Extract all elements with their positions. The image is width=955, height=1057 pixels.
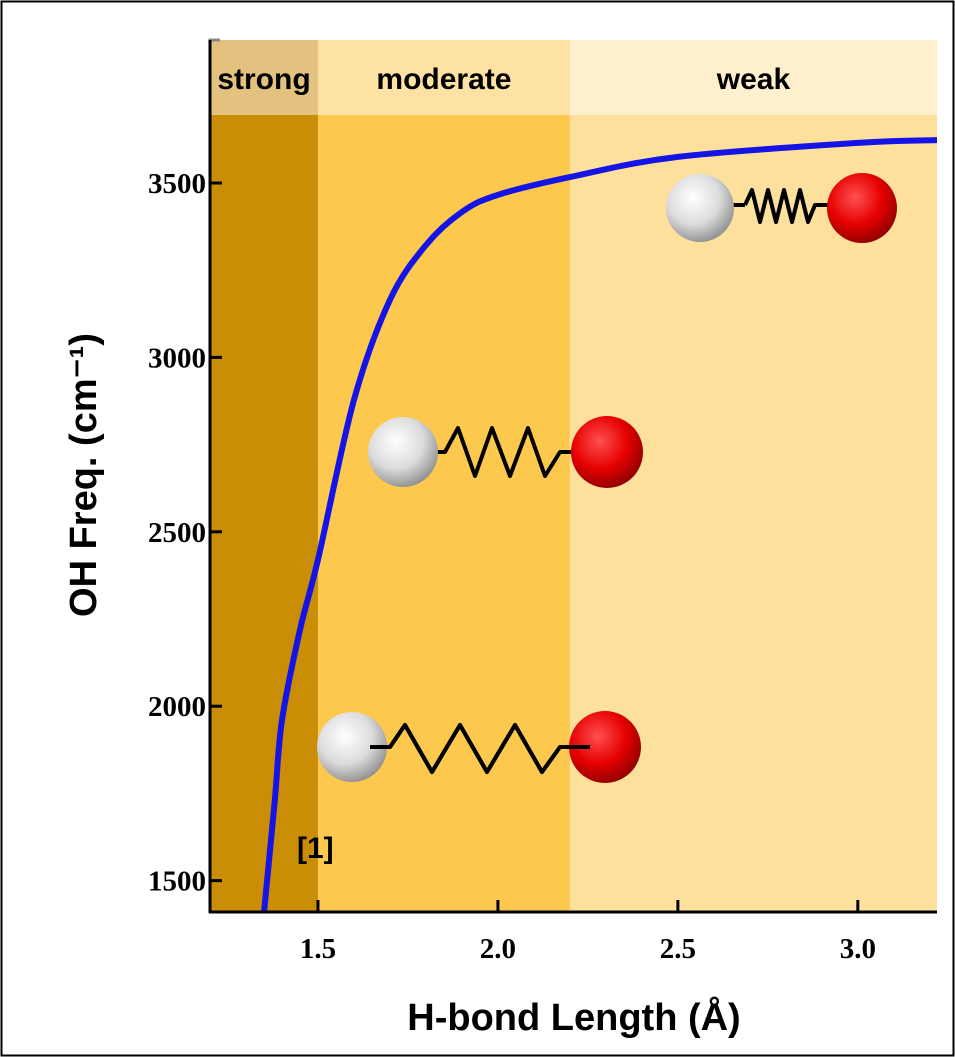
illustrations <box>317 173 897 783</box>
axes: 1500 2000 2500 3000 3500 1.5 2.0 2.5 3.0 <box>148 40 937 965</box>
curve-layer <box>261 137 937 912</box>
regions: strong moderate weak <box>208 38 937 912</box>
region-header <box>210 40 318 115</box>
annotation: [1] <box>297 832 334 865</box>
y-axis-label: OH Freq. (cm⁻¹) <box>63 333 105 617</box>
region-header <box>569 40 937 115</box>
region-label: weak <box>716 63 791 96</box>
x-tick-label: 2.0 <box>480 933 516 965</box>
y-tick-label: 1500 <box>148 866 206 898</box>
y-tick-label: 2000 <box>148 691 206 723</box>
region <box>210 115 318 912</box>
y-tick-label: 2500 <box>148 517 206 549</box>
x-tick-label: 3.0 <box>840 933 876 965</box>
region-label: strong <box>217 63 310 96</box>
curve <box>261 137 937 912</box>
y-tick-label: 3000 <box>148 342 206 374</box>
region-label: moderate <box>376 63 511 96</box>
region <box>569 115 937 912</box>
x-tick-label: 1.5 <box>300 933 336 965</box>
region <box>317 115 570 912</box>
region-header <box>317 40 570 115</box>
y-tick-label: 3500 <box>148 168 206 200</box>
x-tick-label: 2.5 <box>660 933 696 965</box>
x-axis-label: H-bond Length (Å) <box>407 995 740 1039</box>
